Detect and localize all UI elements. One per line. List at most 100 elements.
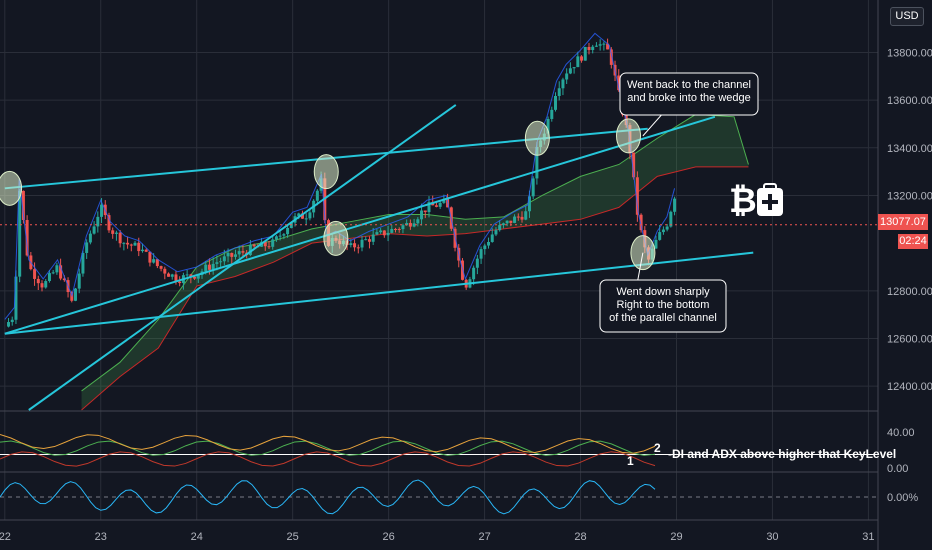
candle-body [442, 198, 446, 203]
candle-body [472, 267, 476, 280]
callout-text: and broke into the wedge [627, 92, 751, 104]
candle-body [606, 43, 610, 50]
callout-box [619, 72, 759, 116]
price-tick-label: 13200.00 [887, 190, 932, 202]
time-tick-label: 24 [191, 531, 203, 543]
candle-body [7, 322, 11, 327]
candle-body [129, 244, 133, 246]
candle-body [230, 253, 234, 257]
callout-text: of the parallel channel [609, 312, 717, 324]
last-price-badge: 13077.07 [878, 214, 928, 230]
candle-body [222, 256, 226, 262]
time-tick-label: 29 [670, 531, 682, 543]
candle-body [47, 273, 51, 282]
candle-body [81, 252, 85, 274]
dmi-panel: 40.00 0.00 -DI and ADX above higher that K… [0, 427, 915, 475]
candle-body [88, 233, 92, 243]
candle-body [405, 222, 409, 226]
candle-body [304, 218, 308, 220]
oscillator-line [0, 479, 656, 515]
candle-body [375, 232, 379, 235]
countdown-badge: 02:24 [898, 234, 928, 249]
dmi-tick-label: 0.00 [887, 463, 908, 475]
candle-body [364, 239, 368, 241]
candle-body [193, 276, 197, 279]
candle-body [196, 275, 200, 279]
candle-body [568, 68, 572, 74]
candle-body [535, 146, 539, 179]
candle-body [498, 225, 502, 231]
candle-body [576, 56, 580, 68]
highlight-marker [616, 118, 642, 154]
currency-badge[interactable]: USD [890, 7, 924, 26]
candle-body [661, 229, 665, 233]
candle-body [315, 190, 319, 201]
candle-body [152, 259, 156, 263]
candle-body [36, 278, 40, 284]
candle-body [673, 198, 677, 212]
callout-pointer [642, 114, 662, 137]
candle-body [509, 220, 513, 223]
price-tick-label: 12800.00 [887, 286, 932, 298]
candle-body [557, 88, 561, 96]
time-tick-label: 28 [574, 531, 586, 543]
time-tick-label: 22 [0, 531, 11, 543]
candle-body [531, 178, 535, 197]
candle-body [282, 234, 286, 236]
candle-body [580, 56, 584, 61]
candle-body [185, 274, 189, 276]
dmi-label-1: 1 [627, 454, 634, 468]
candle-body [286, 227, 290, 235]
candle-body [587, 46, 591, 51]
candle-body [423, 210, 427, 213]
candle-body [479, 249, 483, 259]
trend-line [4, 251, 754, 335]
candle-body [267, 246, 271, 248]
candle-body [632, 152, 636, 178]
candle-body [397, 229, 401, 231]
trend-line [28, 104, 457, 411]
callout-text: Went down sharply [616, 286, 710, 298]
candle-body [40, 283, 44, 288]
callout-text: Right to the bottom [617, 299, 710, 311]
candle-body [111, 230, 115, 234]
cloud-span-b-line [81, 166, 749, 411]
candle-body [248, 244, 252, 256]
candle-body [233, 254, 237, 257]
candle-body [107, 215, 111, 231]
candle-body [18, 190, 22, 277]
candle-body [92, 226, 96, 234]
candle-body [609, 49, 613, 65]
candle-body [211, 263, 215, 270]
candle-body [167, 273, 171, 277]
candle-body [360, 239, 364, 248]
bitcoin-wallet-watermark-icon: ₿ [729, 182, 783, 220]
time-tick-label: 31 [862, 531, 874, 543]
candle-body [494, 230, 498, 235]
candle-body [583, 46, 587, 61]
candle-body [371, 234, 375, 242]
candle-body [554, 95, 558, 110]
candle-body [379, 230, 383, 233]
candle-body [546, 118, 550, 134]
candle-body [635, 177, 639, 215]
candle-body [434, 205, 438, 207]
highlight-marker [524, 120, 550, 156]
candle-body [140, 249, 144, 252]
candle-body [85, 242, 89, 253]
candle-body [55, 265, 59, 273]
trend-line [4, 115, 716, 335]
candle-body [271, 239, 275, 247]
candle-body [33, 269, 37, 279]
candle-body [427, 202, 431, 213]
candle-body [207, 264, 211, 270]
candle-body [189, 274, 193, 277]
candle-body [174, 274, 178, 282]
callout-text: Went back to the channel [627, 79, 751, 91]
candle-body [96, 216, 100, 227]
dmi-label-2: 2 [654, 441, 661, 455]
candle-body [25, 219, 29, 256]
candle-body [617, 75, 621, 91]
